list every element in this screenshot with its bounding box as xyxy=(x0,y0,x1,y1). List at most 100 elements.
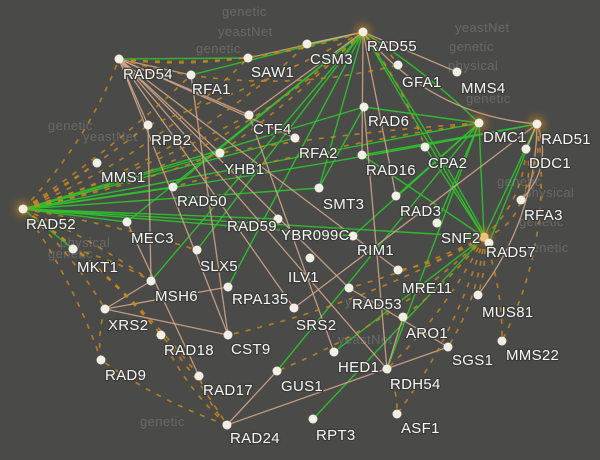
node-RAD55[interactable] xyxy=(358,27,368,37)
node-HED1[interactable] xyxy=(329,347,339,357)
edge-RAD52-MEC3-green xyxy=(22,208,128,223)
node-MKT1[interactable] xyxy=(68,244,78,254)
edge-RAD54-CST9-salmon xyxy=(118,58,229,336)
node-RFA1[interactable] xyxy=(186,70,196,80)
edge-source-watermark: yeastNet xyxy=(218,24,273,39)
node-label-CST9: CST9 xyxy=(231,341,271,358)
node-RFA3[interactable] xyxy=(516,195,526,205)
node-RPA135[interactable] xyxy=(223,282,233,292)
node-CST9[interactable] xyxy=(223,330,233,340)
edge-SNF2-RDH54-orange_dashed xyxy=(386,236,485,370)
node-MSH6[interactable] xyxy=(146,276,156,286)
node-ASF1[interactable] xyxy=(392,409,402,419)
node-XRS2[interactable] xyxy=(100,304,110,314)
node-label-GFA1: GFA1 xyxy=(402,74,442,91)
edge-RAD24-RAD9-orange_dashed xyxy=(100,359,228,426)
node-DDC1[interactable] xyxy=(521,144,531,154)
node-RAD16[interactable] xyxy=(357,150,367,160)
node-label-RPB2: RPB2 xyxy=(151,132,191,149)
node-RAD24[interactable] xyxy=(222,420,232,430)
node-label-RAD17: RAD17 xyxy=(203,382,253,399)
edge-RAD52-CTF4-orange_dashed xyxy=(22,114,250,210)
node-RAD6[interactable] xyxy=(359,102,369,112)
node-label-RAD53: RAD53 xyxy=(352,296,402,313)
edge-RAD55-MSH6-green xyxy=(150,31,364,282)
node-SGS1[interactable] xyxy=(443,342,453,352)
node-label-MMS22: MMS22 xyxy=(506,347,559,364)
edge-RDH54-RAD6-salmon xyxy=(363,106,388,370)
edge-RAD24-GUS1-salmon xyxy=(226,370,278,426)
node-YBR099C[interactable] xyxy=(348,231,358,241)
node-label-ASF1: ASF1 xyxy=(401,420,440,437)
node-RAD9[interactable] xyxy=(96,355,106,365)
node-RAD59[interactable] xyxy=(273,214,283,224)
node-RAD17[interactable] xyxy=(194,371,204,381)
node-RAD54[interactable] xyxy=(114,54,124,64)
node-label-MSH6: MSH6 xyxy=(155,288,198,305)
edge-RAD55-RAD50-green xyxy=(172,31,364,188)
node-RPT3[interactable] xyxy=(308,414,318,424)
node-MEC3[interactable] xyxy=(122,217,132,227)
node-MMS22[interactable] xyxy=(497,336,507,346)
node-RAD50[interactable] xyxy=(168,182,178,192)
node-label-RPT3: RPT3 xyxy=(316,427,356,444)
node-SNF2[interactable] xyxy=(479,232,489,242)
node-DMC1[interactable] xyxy=(474,118,484,128)
node-RAD18[interactable] xyxy=(156,330,166,340)
node-RAD52[interactable] xyxy=(18,204,28,214)
node-GUS1[interactable] xyxy=(272,366,282,376)
node-label-SNF2: SNF2 xyxy=(441,230,481,247)
node-SLX5[interactable] xyxy=(192,245,202,255)
node-MUS81[interactable] xyxy=(473,290,483,300)
node-label-RAD59: RAD59 xyxy=(227,218,277,235)
node-CTF4[interactable] xyxy=(244,110,254,120)
node-RFA2[interactable] xyxy=(290,133,300,143)
node-YHB1[interactable] xyxy=(215,148,225,158)
node-RPB2[interactable] xyxy=(143,120,153,130)
node-SAW1[interactable] xyxy=(243,53,253,63)
node-RAD53[interactable] xyxy=(344,283,354,293)
edge-RAD52-XRS2-orange_dashed xyxy=(22,208,106,310)
edge-RAD55-RPB2-orange_dashed xyxy=(147,31,364,126)
edge-SNF2-RPT3-green xyxy=(312,236,485,420)
edge-RAD6-DMC1-green xyxy=(363,106,480,124)
node-RAD3[interactable] xyxy=(391,191,401,201)
edge-source-watermark: yeastNet xyxy=(345,294,400,309)
edge-source-watermark: yeastNet xyxy=(338,332,393,347)
node-label-SLX5: SLX5 xyxy=(200,258,238,275)
node-RDH54[interactable] xyxy=(382,364,392,374)
edge-XRS2-RPA135-salmon xyxy=(104,286,229,310)
node-CSM3[interactable] xyxy=(302,39,312,49)
node-MMS4[interactable] xyxy=(452,67,462,77)
edge-RAD9-XRS2-orange_dashed xyxy=(98,308,106,361)
edge-source-watermark: genetic xyxy=(48,118,93,133)
node-label-RAD6: RAD6 xyxy=(368,113,409,130)
node-ARO1[interactable] xyxy=(398,312,408,322)
node-RAD57[interactable] xyxy=(484,238,494,248)
node-ILV1[interactable] xyxy=(305,253,315,263)
node-SRS2[interactable] xyxy=(289,303,299,313)
edge-DMC1-RIM1-green xyxy=(436,122,480,224)
edge-DMC1-GUS1-green xyxy=(276,122,480,372)
node-SMT3[interactable] xyxy=(314,183,324,193)
node-label-CSM3: CSM3 xyxy=(310,51,353,68)
edge-source-watermark: genetic xyxy=(519,214,564,229)
node-label-MEC3: MEC3 xyxy=(131,230,174,247)
node-RAD51[interactable] xyxy=(532,119,542,129)
node-label-RAD16: RAD16 xyxy=(366,162,416,179)
edge-RAD24-RAD18-orange_dashed xyxy=(160,334,228,426)
edge-RAD54-GFA1-orange_dashed xyxy=(118,58,399,82)
edge-MKT1-MSH6-orange_dashed xyxy=(72,248,152,282)
edge-SNF2-GUS1-orange_dashed xyxy=(276,236,485,372)
edge-source-watermark: genetic xyxy=(466,91,511,106)
node-MMS1[interactable] xyxy=(92,158,102,168)
node-MRE11[interactable] xyxy=(393,265,403,275)
node-RIM1[interactable] xyxy=(432,218,442,228)
node-GFA1[interactable] xyxy=(393,60,403,70)
edge-RAD55-CTF4-salmon xyxy=(248,31,364,116)
node-label-RAD9: RAD9 xyxy=(105,367,146,384)
edge-RAD55-DMC1-green xyxy=(362,31,480,124)
node-CPA2[interactable] xyxy=(420,142,430,152)
